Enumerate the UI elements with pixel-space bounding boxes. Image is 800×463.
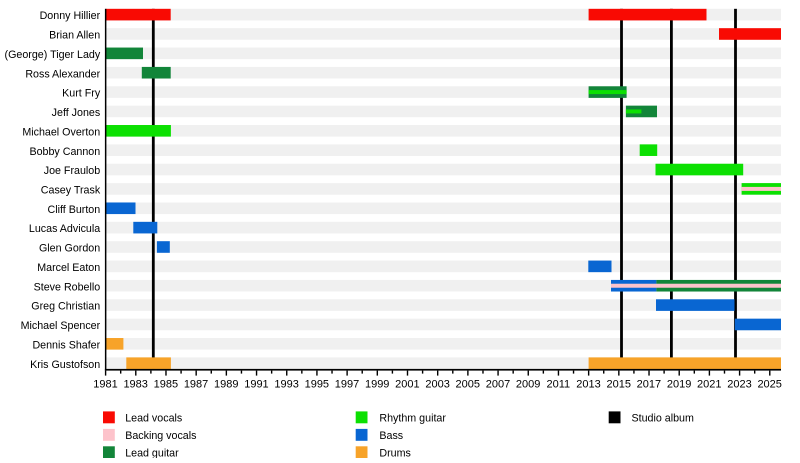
svg-text:1981: 1981 [93, 379, 117, 391]
svg-text:Rhythm guitar: Rhythm guitar [379, 413, 446, 425]
svg-text:2021: 2021 [697, 379, 721, 391]
svg-text:Brian Allen: Brian Allen [49, 30, 100, 42]
svg-text:1993: 1993 [274, 379, 298, 391]
svg-text:Drums: Drums [379, 447, 410, 458]
svg-text:Michael Spencer: Michael Spencer [21, 320, 101, 332]
svg-text:Cliff Burton: Cliff Burton [48, 204, 101, 216]
svg-text:Kurt Fry: Kurt Fry [62, 88, 101, 100]
svg-text:1997: 1997 [335, 379, 359, 391]
svg-text:Dennis Shafer: Dennis Shafer [32, 339, 100, 351]
svg-text:Lead vocals: Lead vocals [125, 413, 182, 425]
svg-text:2015: 2015 [606, 379, 630, 391]
svg-text:2011: 2011 [547, 379, 571, 391]
svg-text:Greg Christian: Greg Christian [31, 301, 100, 313]
svg-text:Casey Trask: Casey Trask [41, 185, 101, 197]
svg-text:Joe Fraulob: Joe Fraulob [44, 165, 100, 177]
svg-text:2001: 2001 [395, 379, 419, 391]
svg-text:Bass: Bass [379, 430, 403, 442]
svg-text:Ross Alexander: Ross Alexander [25, 68, 100, 80]
svg-text:2023: 2023 [727, 379, 751, 391]
svg-text:1983: 1983 [123, 379, 147, 391]
svg-text:Lead guitar: Lead guitar [125, 447, 179, 458]
svg-text:2005: 2005 [456, 379, 480, 391]
svg-text:Lucas Advicula: Lucas Advicula [29, 223, 100, 235]
svg-text:2007: 2007 [486, 379, 510, 391]
svg-text:1989: 1989 [214, 379, 238, 391]
svg-text:Bobby Cannon: Bobby Cannon [29, 146, 100, 158]
svg-text:1995: 1995 [305, 379, 329, 391]
svg-text:1985: 1985 [154, 379, 178, 391]
svg-text:(George) Tiger Lady: (George) Tiger Lady [5, 49, 101, 61]
svg-text:1999: 1999 [365, 379, 389, 391]
svg-text:2013: 2013 [576, 379, 600, 391]
svg-text:1991: 1991 [244, 379, 268, 391]
svg-text:1987: 1987 [184, 379, 208, 391]
svg-text:2025: 2025 [757, 379, 781, 391]
svg-text:Steve Robello: Steve Robello [34, 281, 101, 293]
svg-text:2003: 2003 [425, 379, 449, 391]
svg-text:Kris Gustofson: Kris Gustofson [30, 359, 100, 371]
svg-text:Studio album: Studio album [632, 413, 694, 425]
svg-text:2017: 2017 [637, 379, 661, 391]
svg-text:Donny Hillier: Donny Hillier [40, 10, 101, 22]
svg-text:Marcel Eaton: Marcel Eaton [37, 262, 100, 274]
svg-text:Backing vocals: Backing vocals [125, 430, 196, 442]
svg-text:Glen Gordon: Glen Gordon [39, 243, 100, 255]
svg-text:2019: 2019 [667, 379, 691, 391]
svg-text:Michael Overton: Michael Overton [22, 126, 100, 138]
svg-text:Jeff Jones: Jeff Jones [52, 107, 101, 119]
svg-text:2009: 2009 [516, 379, 540, 391]
